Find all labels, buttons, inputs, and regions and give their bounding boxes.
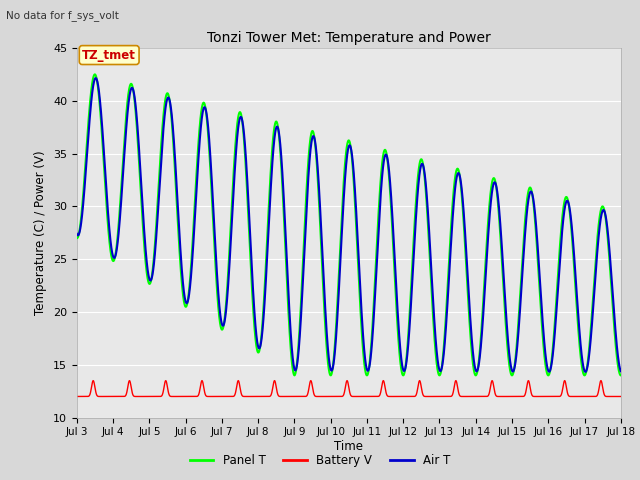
X-axis label: Time: Time <box>334 440 364 453</box>
Legend: Panel T, Battery V, Air T: Panel T, Battery V, Air T <box>185 449 455 472</box>
Text: No data for f_sys_volt: No data for f_sys_volt <box>6 10 119 21</box>
Y-axis label: Temperature (C) / Power (V): Temperature (C) / Power (V) <box>35 151 47 315</box>
Text: TZ_tmet: TZ_tmet <box>82 48 136 61</box>
Title: Tonzi Tower Met: Temperature and Power: Tonzi Tower Met: Temperature and Power <box>207 32 491 46</box>
